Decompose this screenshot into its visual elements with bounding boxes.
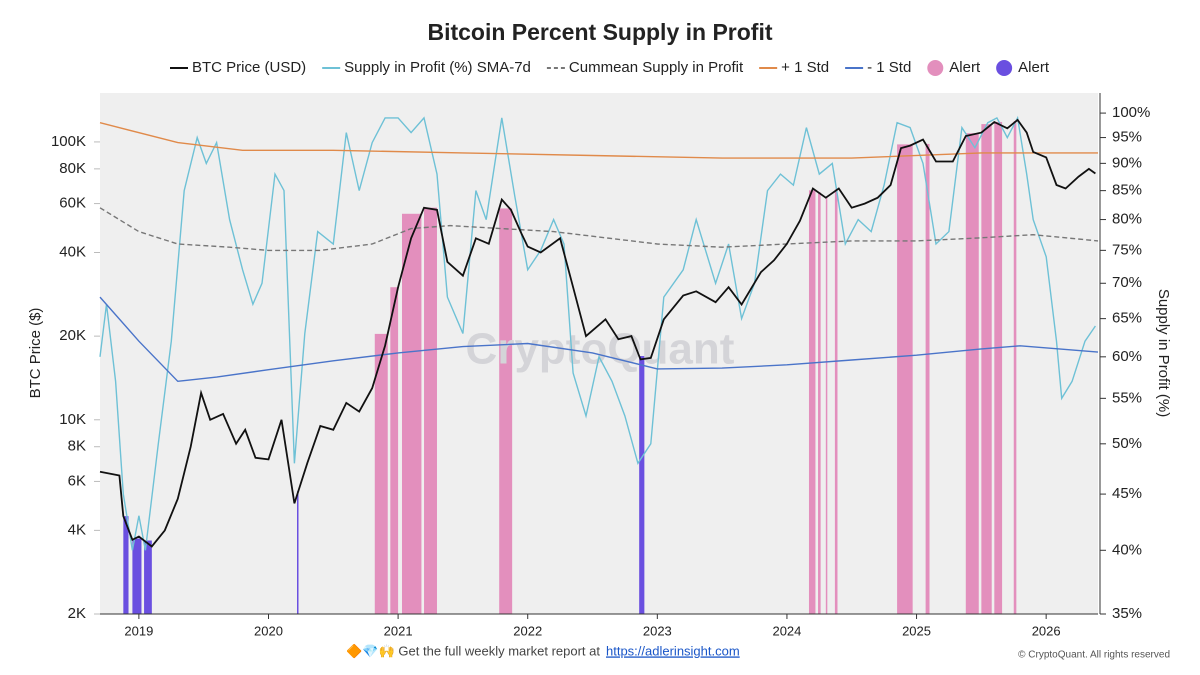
alert-band [390, 287, 399, 614]
legend-label: + 1 Std [781, 59, 829, 76]
series-line [99, 122, 1098, 159]
y2-tick-label: 95% [1112, 129, 1142, 146]
footer-link[interactable]: https://adlerinsight.com [606, 643, 740, 658]
y2-tick-label: 50% [1112, 435, 1142, 452]
y2-tick-label: 80% [1112, 211, 1142, 228]
y-tick-label: 100K [51, 133, 86, 150]
y2-tick-label: 100% [1112, 104, 1150, 121]
legend-swatch [996, 60, 1013, 76]
legend-label: - 1 Std [867, 59, 911, 76]
alert-band [825, 196, 828, 615]
alert-band [834, 189, 838, 615]
legend: BTC Price (USD) Supply in Profit (%) SMA-… [170, 59, 1050, 76]
alert-band [144, 540, 152, 614]
alert-band [132, 538, 142, 614]
y-tick-label: 40K [59, 243, 86, 260]
y-tick-label: 80K [59, 160, 86, 177]
x-tick-label: 2019 [124, 623, 153, 638]
y-tick-label: 20K [59, 327, 86, 344]
alert-band [424, 207, 437, 614]
lines [99, 115, 1099, 551]
legend-label: Alert [1018, 59, 1050, 76]
y-tick-label: 10K [59, 411, 86, 428]
alert-band [297, 491, 299, 614]
x-tick-label: 2020 [254, 623, 283, 638]
y-tick-label: 60K [59, 195, 86, 212]
series-line [99, 207, 1099, 252]
alert-bands [123, 120, 1017, 615]
x-tick-label: 2026 [1032, 623, 1061, 638]
y2-tick-label: 35% [1112, 605, 1142, 622]
x-tick-label: 2021 [384, 623, 413, 638]
alert-band [818, 192, 821, 615]
alert-band [965, 133, 979, 614]
y2-tick-label: 60% [1112, 348, 1142, 365]
alert-band [981, 124, 992, 614]
alert-band [123, 516, 129, 614]
y-tick-label: 8K [68, 438, 86, 455]
alert-band [1013, 120, 1017, 615]
y2-tick-label: 85% [1112, 182, 1142, 199]
x-tick-label: 2024 [772, 623, 801, 638]
alert-band [401, 213, 422, 614]
x-tick-label: 2022 [513, 623, 542, 638]
legend-label: BTC Price (USD) [192, 59, 306, 76]
copyright: © CryptoQuant. All rights reserved [1018, 650, 1170, 661]
y2-tick-label: 70% [1112, 274, 1142, 291]
alert-band [499, 208, 513, 615]
y2-tick-label: 55% [1112, 389, 1142, 406]
y2-tick-label: 65% [1112, 310, 1142, 327]
series-line [99, 296, 1099, 383]
alert-band [374, 333, 388, 614]
y2-tick-label: 40% [1112, 541, 1142, 558]
alert-band [639, 356, 645, 614]
legend-label: Supply in Profit (%) SMA-7d [344, 59, 531, 76]
chart-title: Bitcoin Percent Supply in Profit [427, 19, 772, 45]
alert-band [897, 144, 913, 615]
x-tick-label: 2025 [902, 623, 931, 638]
legend-label: Alert [949, 59, 981, 76]
y2-tick-label: 90% [1112, 154, 1142, 171]
alert-band [925, 143, 930, 614]
legend-swatch [927, 60, 944, 76]
y2-tick-label: 45% [1112, 485, 1142, 502]
watermark: CryptoQuant [466, 325, 735, 374]
y-axis-label: BTC Price ($) [27, 308, 44, 399]
y-tick-label: 4K [68, 521, 86, 538]
y2-tick-label: 75% [1112, 241, 1142, 258]
alert-band [994, 121, 1003, 615]
legend-label: Cummean Supply in Profit [569, 59, 744, 76]
y-tick-label: 6K [68, 472, 86, 489]
alert-band [808, 190, 816, 614]
series-line [99, 118, 1096, 548]
footer-text: 🔶💎🙌 Get the full weekly market report at [346, 643, 600, 658]
x-tick-label: 2023 [643, 623, 672, 638]
series-line [99, 115, 1096, 551]
y-tick-label: 2K [68, 605, 86, 622]
y2-axis-label: Supply in Profit (%) [1155, 289, 1172, 417]
